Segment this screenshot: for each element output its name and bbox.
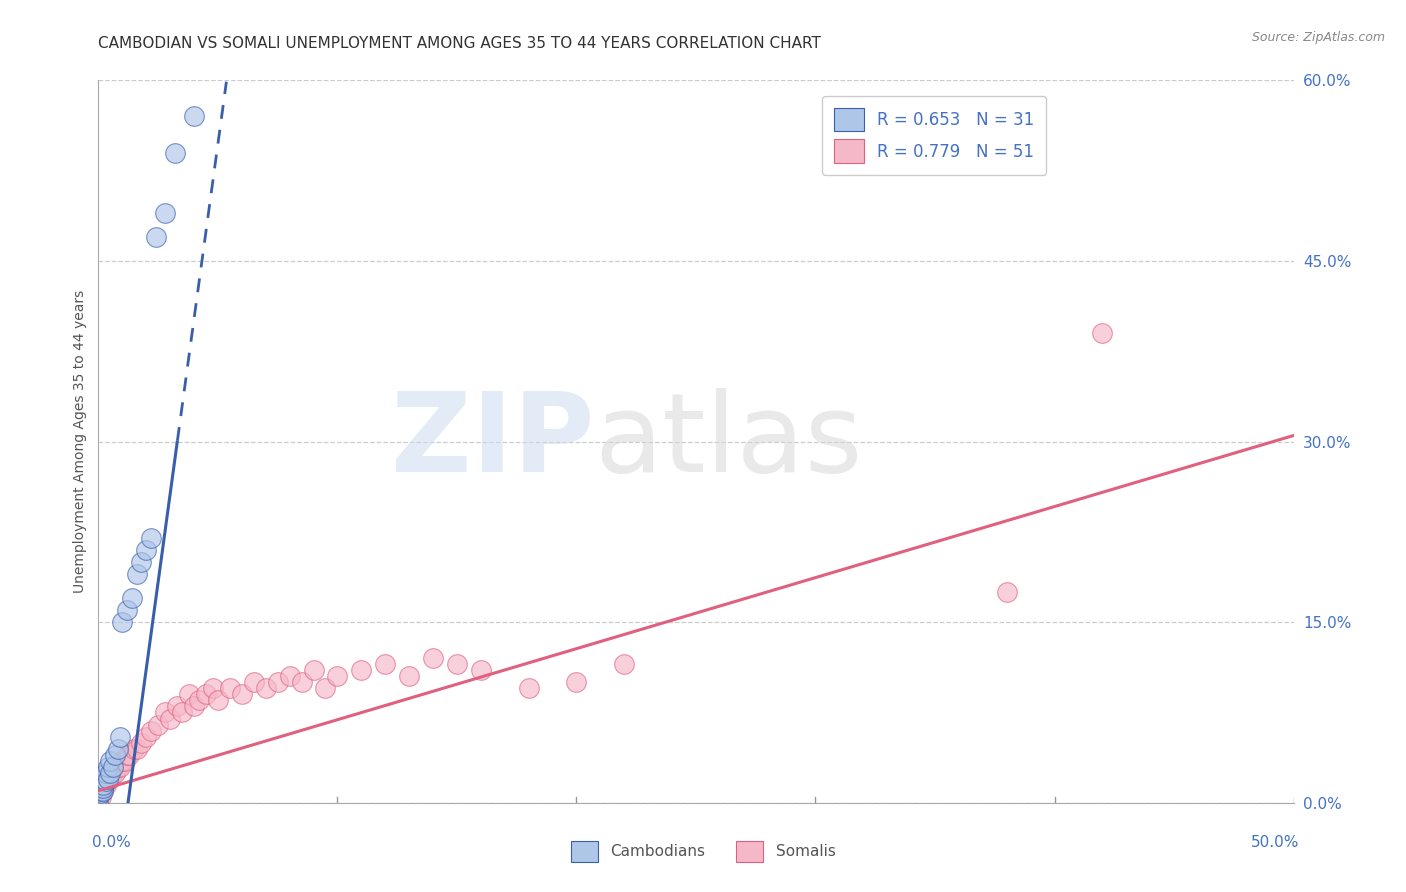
Point [446, 657, 468, 672]
Point [1091, 326, 1114, 340]
Point [202, 681, 225, 696]
Point [125, 741, 148, 756]
Point [97, 772, 120, 786]
Point [243, 675, 266, 690]
Point [108, 760, 131, 774]
Text: Source: ZipAtlas.com: Source: ZipAtlas.com [1251, 31, 1385, 45]
Point [187, 693, 209, 707]
Point [267, 675, 290, 690]
Point [91, 778, 114, 792]
Point [470, 664, 492, 678]
Point [148, 717, 170, 731]
Point [98, 754, 122, 768]
Point [166, 699, 188, 714]
Point [179, 687, 201, 701]
Point [90, 778, 112, 792]
Point [278, 669, 301, 683]
Point [108, 730, 131, 744]
Legend: R = 0.653   N = 31, R = 0.779   N = 51: R = 0.653 N = 31, R = 0.779 N = 51 [823, 95, 1046, 175]
Point [90, 784, 112, 798]
Point [87, 789, 110, 804]
Point [91, 772, 114, 786]
Point [302, 664, 325, 678]
Point [131, 555, 153, 569]
Text: 50.0%: 50.0% [1251, 835, 1299, 850]
Point [183, 699, 205, 714]
Y-axis label: Unemployment Among Ages 35 to 44 years: Unemployment Among Ages 35 to 44 years [73, 290, 87, 593]
Point [97, 772, 120, 786]
Point [87, 796, 110, 810]
Point [315, 681, 337, 696]
Point [374, 657, 396, 672]
Point [995, 585, 1018, 599]
Point [172, 706, 194, 720]
Text: atlas: atlas [595, 388, 863, 495]
Point [517, 681, 540, 696]
Point [101, 760, 124, 774]
Point [613, 657, 636, 672]
Point [155, 205, 177, 219]
Point [219, 681, 242, 696]
Point [131, 735, 153, 749]
Point [91, 784, 114, 798]
Point [565, 675, 588, 690]
Point [94, 774, 117, 789]
Point [135, 730, 157, 744]
Point [107, 741, 129, 756]
Point [125, 567, 148, 582]
Point [104, 747, 127, 762]
Point [163, 145, 186, 160]
Point [398, 669, 420, 683]
Point [98, 772, 122, 786]
Point [98, 765, 122, 780]
Point [145, 230, 167, 244]
Text: ZIP: ZIP [391, 388, 595, 495]
Text: CAMBODIAN VS SOMALI UNEMPLOYMENT AMONG AGES 35 TO 44 YEARS CORRELATION CHART: CAMBODIAN VS SOMALI UNEMPLOYMENT AMONG A… [98, 36, 821, 51]
Point [124, 741, 146, 756]
Point [183, 109, 205, 123]
Point [87, 796, 110, 810]
Point [104, 765, 127, 780]
Legend: Cambodians, Somalis: Cambodians, Somalis [564, 834, 842, 868]
Point [90, 781, 112, 796]
Point [97, 760, 120, 774]
Point [195, 687, 218, 701]
Point [422, 651, 444, 665]
Point [111, 615, 134, 630]
Point [350, 664, 373, 678]
Point [155, 706, 177, 720]
Point [115, 603, 138, 617]
Point [91, 784, 114, 798]
Point [121, 591, 143, 605]
Point [326, 669, 349, 683]
Point [291, 675, 314, 690]
Point [118, 747, 141, 762]
Point [114, 754, 136, 768]
Point [90, 786, 112, 800]
Text: 0.0%: 0.0% [93, 835, 131, 850]
Point [107, 760, 129, 774]
Point [115, 747, 138, 762]
Point [135, 542, 157, 557]
Point [231, 687, 253, 701]
Point [207, 693, 229, 707]
Point [111, 754, 134, 768]
Point [254, 681, 277, 696]
Point [90, 789, 112, 804]
Point [139, 723, 162, 738]
Point [91, 781, 114, 796]
Point [94, 765, 117, 780]
Point [101, 765, 124, 780]
Point [159, 712, 181, 726]
Point [94, 778, 117, 792]
Point [139, 531, 162, 545]
